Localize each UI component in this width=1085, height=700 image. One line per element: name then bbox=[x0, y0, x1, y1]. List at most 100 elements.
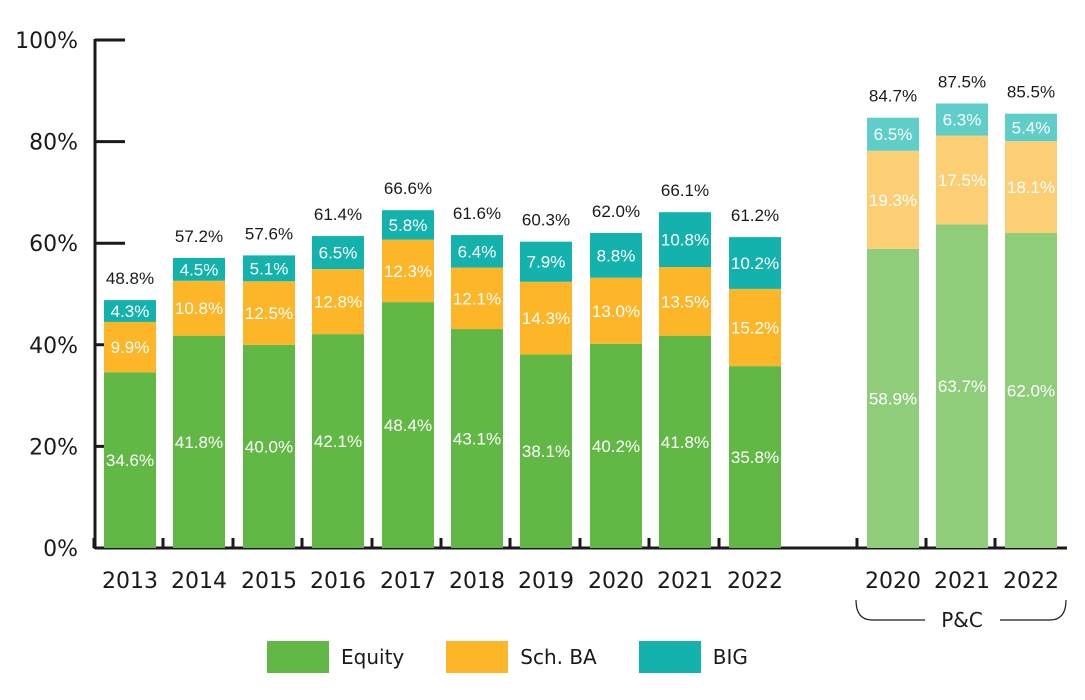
bar-total-label: 66.6% bbox=[384, 179, 432, 198]
segment-value-label: 62.0% bbox=[1007, 382, 1055, 401]
segment-value-label: 10.8% bbox=[175, 299, 223, 318]
x-tick-label: 2019 bbox=[518, 569, 574, 594]
bar-segment-big bbox=[520, 241, 572, 282]
segment-value-label: 42.1% bbox=[314, 432, 362, 451]
bar-total-label: 61.2% bbox=[731, 206, 779, 225]
chart-legend: Equity Sch. BA BIG bbox=[267, 640, 790, 674]
bar-segment-sch-ba bbox=[590, 277, 642, 344]
bar-total-label: 84.7% bbox=[869, 87, 917, 106]
x-tick-label: 2013 bbox=[102, 569, 158, 594]
x-tick-label: 2016 bbox=[310, 569, 366, 594]
segment-value-label: 6.4% bbox=[458, 242, 497, 261]
legend-item-sch-ba: Sch. BA bbox=[446, 641, 597, 673]
bar-segment-sch-ba bbox=[729, 288, 781, 367]
bar-segment-equity bbox=[173, 335, 225, 548]
bar-total-label: 66.1% bbox=[661, 181, 709, 200]
segment-value-label: 6.3% bbox=[943, 111, 982, 130]
bar-segment-equity bbox=[104, 372, 156, 548]
segment-value-label: 7.9% bbox=[527, 253, 566, 272]
segment-value-label: 9.9% bbox=[111, 338, 150, 357]
x-tick-label: 2022 bbox=[1003, 569, 1059, 594]
segment-value-label: 4.5% bbox=[180, 260, 219, 279]
legend-label-big: BIG bbox=[712, 645, 748, 669]
bar-segment-sch-ba bbox=[867, 150, 919, 249]
bar-segment-big bbox=[936, 103, 988, 136]
bar-segment-equity bbox=[659, 335, 711, 548]
segment-value-label: 12.8% bbox=[314, 293, 362, 312]
bar-segment-sch-ba bbox=[104, 321, 156, 373]
legend-item-equity: Equity bbox=[267, 641, 404, 673]
bar-segment-big bbox=[590, 233, 642, 278]
bar-segment-equity bbox=[729, 366, 781, 548]
segment-value-label: 10.2% bbox=[731, 254, 779, 273]
bar-segment-sch-ba bbox=[382, 239, 434, 303]
bar-segment-equity bbox=[382, 302, 434, 548]
segment-value-label: 43.1% bbox=[453, 430, 501, 449]
bar-total-label: 61.4% bbox=[314, 205, 362, 224]
bar-segment-big bbox=[104, 300, 156, 322]
x-tick-label: 2021 bbox=[657, 569, 713, 594]
bar-total-label: 57.6% bbox=[245, 224, 293, 243]
x-tick-label: 2017 bbox=[380, 569, 436, 594]
segment-value-label: 34.6% bbox=[106, 451, 154, 470]
bracket-left bbox=[855, 599, 925, 621]
bar-segment-equity bbox=[1005, 233, 1057, 549]
segment-value-label: 63.7% bbox=[938, 377, 986, 396]
y-tick-label: 0% bbox=[43, 537, 78, 562]
legend-label-equity: Equity bbox=[341, 645, 405, 669]
bar-segment-sch-ba bbox=[659, 267, 711, 336]
bar-segment-big bbox=[243, 255, 295, 282]
bar-segment-equity bbox=[520, 354, 572, 548]
segment-value-label: 48.4% bbox=[384, 416, 432, 435]
legend-swatch-big bbox=[638, 641, 701, 673]
bar-segment-big bbox=[729, 237, 781, 289]
segment-value-label: 6.5% bbox=[319, 244, 358, 263]
x-tick-label: 2020 bbox=[865, 569, 921, 594]
bar-segment-big bbox=[867, 117, 919, 151]
segment-value-label: 40.2% bbox=[592, 437, 640, 456]
bar-segment-sch-ba bbox=[451, 267, 503, 330]
bar-segment-equity bbox=[590, 343, 642, 548]
y-tick-label: 60% bbox=[29, 232, 78, 257]
x-tick-label: 2021 bbox=[934, 569, 990, 594]
segment-value-label: 4.3% bbox=[111, 302, 150, 321]
legend-swatch-sch-ba bbox=[446, 641, 509, 673]
bar-total-label: 62.0% bbox=[592, 202, 640, 221]
segment-value-label: 41.8% bbox=[661, 433, 709, 452]
segment-value-label: 17.5% bbox=[938, 171, 986, 190]
x-tick-label: 2014 bbox=[171, 569, 227, 594]
bar-segment-equity bbox=[312, 334, 364, 548]
segment-value-label: 14.3% bbox=[522, 309, 570, 328]
segment-value-label: 38.1% bbox=[522, 442, 570, 461]
pc-group-bracket: P&C bbox=[855, 599, 1067, 632]
segment-value-label: 40.0% bbox=[245, 437, 293, 456]
bar-total-label: 85.5% bbox=[1007, 83, 1055, 102]
segment-value-label: 10.8% bbox=[661, 231, 709, 250]
chart-bars bbox=[104, 103, 1057, 549]
segment-value-label: 8.8% bbox=[597, 246, 636, 265]
bracket-right bbox=[1000, 599, 1067, 621]
bar-total-label: 61.6% bbox=[453, 204, 501, 223]
bar-segment-equity bbox=[451, 329, 503, 548]
group-label-pc: P&C bbox=[941, 608, 983, 632]
bar-segment-sch-ba bbox=[1005, 141, 1057, 234]
x-tick-label: 2020 bbox=[588, 569, 644, 594]
x-tick-label: 2022 bbox=[727, 569, 783, 594]
x-tick-label: 2018 bbox=[449, 569, 505, 594]
y-tick-label: 80% bbox=[29, 131, 78, 156]
bar-segment-sch-ba bbox=[520, 281, 572, 355]
segment-value-label: 6.5% bbox=[874, 125, 913, 144]
bar-total-label: 60.3% bbox=[522, 211, 570, 230]
segment-value-label: 18.1% bbox=[1007, 178, 1055, 197]
bar-segment-big bbox=[659, 212, 711, 268]
y-tick-label: 100% bbox=[15, 29, 78, 54]
bar-segment-equity bbox=[243, 344, 295, 548]
segment-value-label: 19.3% bbox=[869, 191, 917, 210]
bar-segment-sch-ba bbox=[243, 281, 295, 345]
legend-item-big: BIG bbox=[638, 641, 748, 673]
bar-segment-equity bbox=[936, 224, 988, 549]
bar-total-label: 57.2% bbox=[175, 227, 223, 246]
bar-segment-big bbox=[451, 235, 503, 268]
segment-value-label: 15.2% bbox=[731, 319, 779, 338]
